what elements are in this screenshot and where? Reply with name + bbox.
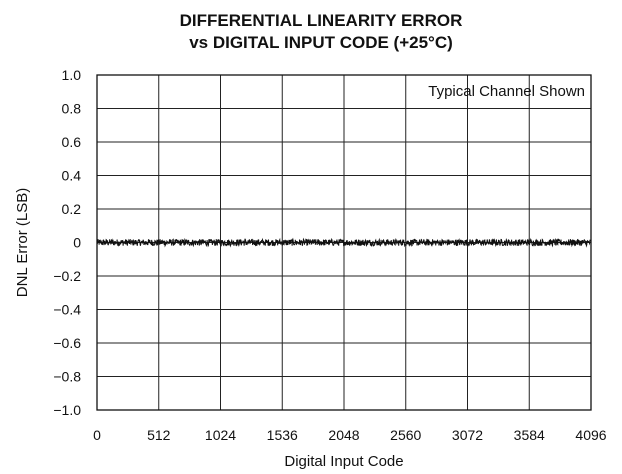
plot-frame: [96, 74, 592, 411]
y-tick-label: 0: [73, 235, 81, 251]
annotation-typical-channel: Typical Channel Shown: [428, 83, 585, 100]
x-tick-label: 1024: [205, 427, 236, 443]
x-axis-label: Digital Input Code: [284, 453, 403, 470]
x-tick-label: 1536: [267, 427, 298, 443]
y-tick-label: −0.2: [53, 268, 81, 284]
x-tick-label: 2560: [390, 427, 421, 443]
y-tick-label: 0.4: [62, 168, 82, 184]
y-tick-label: −0.6: [53, 335, 81, 351]
y-axis-label: DNL Error (LSB): [14, 188, 31, 297]
x-tick-label: 2048: [328, 427, 359, 443]
y-tick-label: −0.8: [53, 369, 81, 385]
y-tick-label: 1.0: [62, 67, 82, 83]
y-tick-label: −0.4: [53, 302, 81, 318]
x-tick-label: 3584: [514, 427, 545, 443]
x-tick-label: 0: [93, 427, 101, 443]
y-tick-label: 0.6: [62, 134, 82, 150]
chart-title-line1: DIFFERENTIAL LINEARITY ERROR: [180, 11, 463, 30]
y-tick-labels: 1.0 0.8 0.6 0.4 0.2 0 −0.2 −0.4 −0.6 −0.8 −1.0: [53, 67, 81, 418]
dnl-series-line: [96, 237, 592, 248]
x-tick-labels: 0 512 1024 1536 2048 2560 3072 3584 4096: [93, 427, 607, 443]
x-tick-label: 4096: [575, 427, 606, 443]
x-tick-label: 512: [147, 427, 171, 443]
chart-title-line2: vs DIGITAL INPUT CODE (+25°C): [189, 33, 453, 52]
y-tick-label: 0.8: [62, 101, 82, 117]
y-tick-label: −1.0: [53, 402, 81, 418]
y-tick-label: 0.2: [62, 201, 82, 217]
dnl-trace: [96, 237, 592, 248]
x-tick-label: 3072: [452, 427, 483, 443]
